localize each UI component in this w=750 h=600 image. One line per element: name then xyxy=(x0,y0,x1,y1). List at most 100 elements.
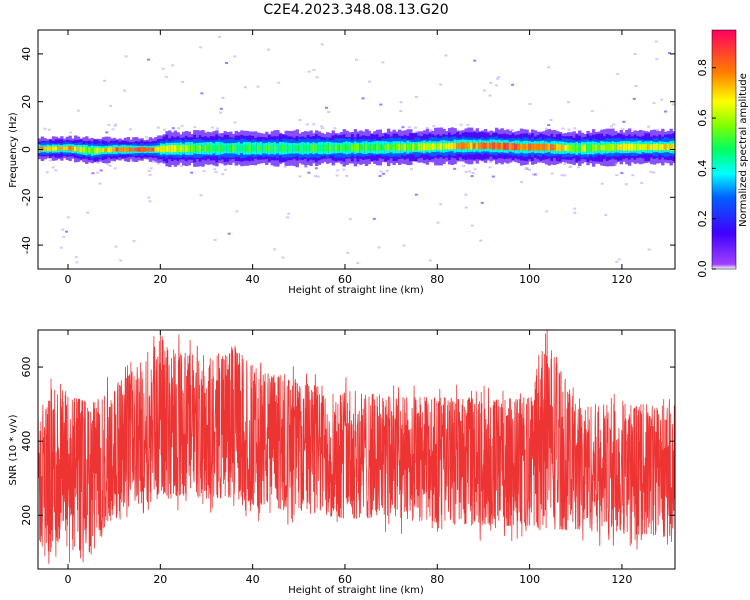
spectrogram-cell xyxy=(98,148,103,153)
spectrogram-cell xyxy=(87,147,92,154)
spectrogram-speckle xyxy=(190,171,194,174)
spectrogram-cell xyxy=(146,147,150,152)
spectrogram-cell xyxy=(517,143,521,151)
spectrogram-cell xyxy=(467,142,471,150)
spectrogram-cell xyxy=(54,146,58,151)
spectrogram-speckle xyxy=(622,120,626,123)
spectrogram-cell xyxy=(195,145,200,152)
spectrogram-cell xyxy=(298,144,302,152)
spectrogram-speckle xyxy=(283,165,287,168)
spectrogram-speckle xyxy=(409,168,413,171)
spectrogram-cell xyxy=(212,145,216,152)
spectrogram-cell xyxy=(422,143,427,151)
spectrogram-cell xyxy=(154,146,158,152)
spectrogram-speckle xyxy=(214,170,218,173)
spectrogram-cell xyxy=(589,145,593,151)
spectrogram-cell xyxy=(121,147,125,152)
spectrogram-cell xyxy=(605,144,610,152)
spectrogram-speckle xyxy=(379,103,383,106)
spectrogram-cell xyxy=(209,144,214,152)
spectrogram-cell xyxy=(553,144,557,151)
spectrogram-cell xyxy=(168,145,172,153)
spectrogram-cell xyxy=(661,144,665,150)
spectrogram-speckle xyxy=(171,127,175,130)
spectrogram-cell xyxy=(384,144,388,151)
spectrogram-cell xyxy=(619,144,623,150)
spectrogram-speckle xyxy=(321,127,325,130)
spectrogram-speckle xyxy=(66,216,70,219)
spectrogram-cell xyxy=(608,143,612,152)
spectrogram-cell xyxy=(389,144,394,151)
spectrogram-speckle xyxy=(439,203,443,206)
spectrogram-cell xyxy=(220,144,225,152)
spectrogram-speckle xyxy=(402,244,406,247)
spectrogram-cell xyxy=(184,145,189,152)
spectrogram-speckle xyxy=(473,59,477,62)
spectrogram-cell xyxy=(442,143,446,150)
spectrogram-cell xyxy=(134,147,139,152)
spectrogram-cell xyxy=(672,143,675,151)
spectrogram-cell xyxy=(547,143,551,151)
spectrogram-speckle xyxy=(466,123,470,126)
spectrogram-speckle xyxy=(180,124,184,127)
snr-ticks: 0 20 40 60 80 100 120 200 400 600 xyxy=(20,330,675,586)
spectrogram-speckle xyxy=(561,127,565,130)
spectrogram-speckle xyxy=(633,53,637,56)
spectrogram-speckle xyxy=(62,235,66,238)
spectrogram-speckle xyxy=(235,210,239,213)
spectrogram-speckle xyxy=(496,77,500,80)
spectrogram-speckle xyxy=(129,159,133,162)
spectrogram-speckle xyxy=(333,127,337,130)
spectrogram-cell xyxy=(101,148,106,153)
spectrogram-cell xyxy=(229,144,233,152)
spectrogram-speckle xyxy=(320,43,324,46)
spectrogram-speckle xyxy=(298,175,302,178)
spectrogram-speckle xyxy=(98,182,102,185)
spectrogram-speckle xyxy=(161,67,165,70)
spectrogram-speckle xyxy=(336,169,340,172)
spectrogram-speckle xyxy=(340,163,344,166)
spectrogram-speckle xyxy=(361,97,365,100)
spectrogram-speckle xyxy=(221,173,225,176)
spectrogram-cell xyxy=(403,143,407,151)
figure-title: C2E4.2023.348.08.13.G20 xyxy=(263,2,448,18)
spectrogram-cell xyxy=(497,142,502,150)
snr-series-line xyxy=(38,330,675,564)
spectrogram-cell xyxy=(478,143,482,149)
spectrogram-cell xyxy=(414,143,419,151)
spectrogram-cell xyxy=(334,145,338,151)
spectrogram-cell xyxy=(666,143,671,151)
spectrogram-speckle xyxy=(615,260,619,263)
spectrogram-cell xyxy=(650,144,654,150)
spectrogram-speckle xyxy=(428,259,432,262)
spectrogram-cell xyxy=(359,144,363,152)
spectrogram-speckle xyxy=(368,80,372,83)
spectrogram-cell xyxy=(356,144,360,152)
spectrogram-cell xyxy=(129,147,133,152)
spectrogram-speckle xyxy=(348,217,352,220)
spectrogram-speckle xyxy=(479,239,483,242)
spectrogram-speckle xyxy=(545,210,549,213)
spectrogram-speckle xyxy=(54,169,58,172)
spectrogram-xlabel: Height of straight line (km) xyxy=(288,285,424,296)
spectrogram-speckle xyxy=(528,168,532,171)
spectrogram-speckle xyxy=(462,165,466,168)
spectrogram-speckle xyxy=(640,182,644,185)
spectrogram-speckle xyxy=(524,167,528,170)
spectrogram-speckle xyxy=(459,123,463,126)
spectrogram-speckle xyxy=(497,76,501,79)
spectrogram-cell xyxy=(198,145,203,152)
spectrogram-cell xyxy=(616,144,621,151)
spectrogram-speckle xyxy=(147,196,151,199)
spectrogram-cell xyxy=(494,142,499,150)
spectrogram-speckle xyxy=(590,110,594,113)
spectrogram-speckle xyxy=(106,163,110,166)
snr-xtick-label: 80 xyxy=(430,573,444,586)
spectrogram-cell xyxy=(82,147,86,153)
spectrogram-panel: 0 20 40 60 80 100 120 -40 -20 0 20 40 Height of str… xyxy=(8,29,676,296)
spectrogram-cell xyxy=(436,143,441,150)
spectrogram-speckle xyxy=(652,102,656,105)
spectrogram-speckle xyxy=(464,170,468,173)
spectrogram-speckle xyxy=(177,127,181,130)
spectrogram-speckle xyxy=(632,97,636,100)
